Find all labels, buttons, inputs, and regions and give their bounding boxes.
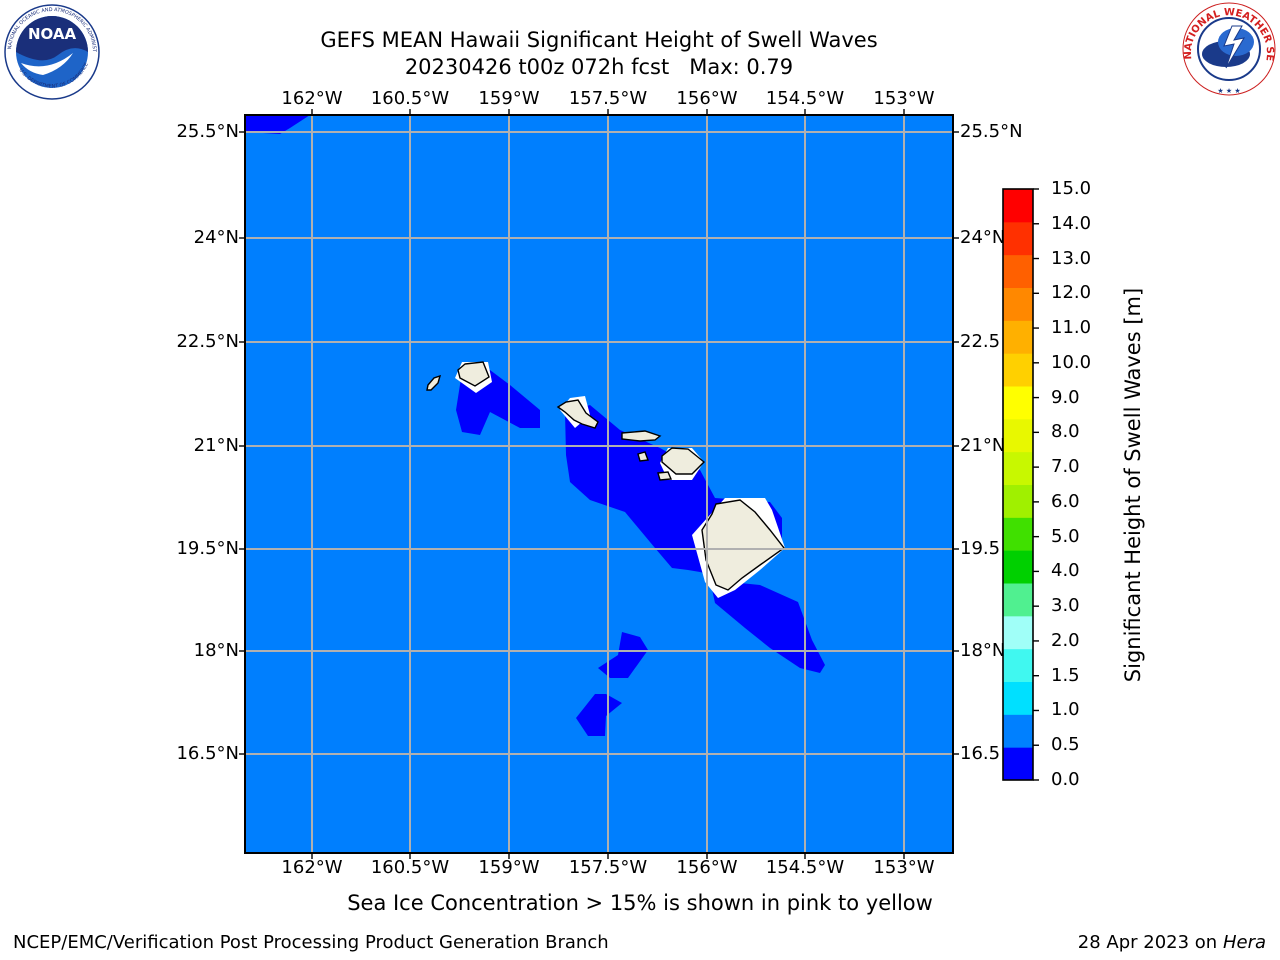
colorbar-tick-label: 1.5 bbox=[1051, 664, 1080, 686]
molokai-island bbox=[621, 430, 662, 442]
colorbar-segment bbox=[1003, 189, 1033, 223]
lon-label-top: 160.5°W bbox=[370, 88, 450, 109]
lon-label-top: 156°W bbox=[676, 88, 738, 109]
footer-date: 28 Apr 2023 on Hera bbox=[1078, 932, 1266, 954]
colorbar-segment bbox=[1003, 254, 1033, 288]
colorbar-segment bbox=[1003, 451, 1033, 485]
footer-host: Hera bbox=[1222, 932, 1266, 953]
colorbar-tick-label: 0.5 bbox=[1051, 734, 1080, 756]
maui-island bbox=[661, 447, 706, 475]
colorbar-segment bbox=[1003, 287, 1033, 321]
colorbar-segment bbox=[1003, 681, 1033, 715]
lon-label-top: 162°W bbox=[281, 88, 343, 109]
svg-text:NOAA: NOAA bbox=[28, 25, 77, 43]
lat-label-right: 19.5 bbox=[960, 538, 1001, 559]
colorbar-tick-label: 1.0 bbox=[1051, 699, 1080, 721]
colorbar-segment bbox=[1003, 353, 1033, 387]
lat-label-left: 18°N bbox=[193, 640, 239, 661]
nws-logo: NATIONAL WEATHER SERVICE ★ ★ ★ bbox=[1180, 0, 1278, 98]
lon-label-top: 159°W bbox=[478, 88, 540, 109]
chart-subtitle: 20230426 t00z 072h fcst Max: 0.79 bbox=[404, 55, 794, 79]
lat-label-left: 25.5°N bbox=[176, 121, 239, 142]
footer-credit: NCEP/EMC/Verification Post Processing Pr… bbox=[13, 932, 609, 953]
lon-label-bottom: 153°W bbox=[873, 857, 935, 878]
lat-label-right: 21°N bbox=[960, 435, 1006, 456]
colorbar-segment bbox=[1003, 583, 1033, 617]
colorbar-tick-label: 13.0 bbox=[1051, 247, 1092, 269]
colorbar-tick-label: 8.0 bbox=[1051, 421, 1080, 443]
lon-label-bottom: 159°W bbox=[478, 857, 540, 878]
colorbar-tick-label: 2.0 bbox=[1051, 629, 1080, 651]
niihau-island bbox=[426, 374, 442, 391]
sea-ice-note: Sea Ice Concentration > 15% is shown in … bbox=[347, 891, 933, 915]
oahu-island bbox=[556, 399, 599, 429]
lat-label-left: 24°N bbox=[193, 227, 239, 248]
chart-title: GEFS MEAN Hawaii Significant Height of S… bbox=[320, 28, 878, 52]
colorbar-segment bbox=[1003, 550, 1033, 584]
lat-label-left: 19.5°N bbox=[176, 538, 239, 559]
lon-label-bottom: 154.5°W bbox=[765, 857, 845, 878]
colorbar-title: Significant Height of Swell Waves [m] bbox=[1103, 190, 1163, 780]
colorbar-tick-label: 0.0 bbox=[1051, 769, 1080, 790]
colorbar-tick-label: 6.0 bbox=[1051, 490, 1080, 512]
lon-label-bottom: 156°W bbox=[676, 857, 738, 878]
lat-label-left: 22.5°N bbox=[176, 331, 239, 352]
colorbar-tick-label: 4.0 bbox=[1051, 560, 1080, 582]
lat-label-right: 22.5 bbox=[960, 331, 1001, 352]
colorbar-segment bbox=[1003, 747, 1033, 781]
colorbar-tick-label: 12.0 bbox=[1051, 282, 1092, 304]
lon-label-top: 154.5°W bbox=[765, 88, 845, 109]
kahoolawe-island bbox=[657, 471, 673, 481]
islands bbox=[426, 361, 786, 591]
colorbar-tick-label: 7.0 bbox=[1051, 456, 1080, 478]
noaa-logo: NOAA NATIONAL OCEANIC AND ATMOSPHERIC AD… bbox=[3, 3, 101, 101]
colorbar-segment bbox=[1003, 221, 1033, 256]
colorbar-tick-label: 14.0 bbox=[1051, 212, 1092, 234]
colorbar-segment bbox=[1003, 648, 1033, 682]
lat-label-right: 24°N bbox=[960, 227, 1006, 248]
lat-label-right: 18°N bbox=[960, 640, 1006, 661]
colorbar-tick-label: 9.0 bbox=[1051, 386, 1080, 408]
lon-label-bottom: 162°W bbox=[281, 857, 343, 878]
lon-label-bottom: 160.5°W bbox=[370, 857, 450, 878]
colorbar-tick-label: 5.0 bbox=[1051, 525, 1080, 547]
colorbar-segment bbox=[1003, 714, 1033, 748]
lon-label-bottom: 157.5°W bbox=[568, 857, 648, 878]
kauai-island bbox=[457, 361, 490, 387]
lon-label-top: 153°W bbox=[873, 88, 935, 109]
lon-label-top: 157.5°W bbox=[568, 88, 648, 109]
colorbar bbox=[1002, 188, 1039, 781]
lat-label-left: 16.5°N bbox=[176, 743, 239, 764]
colorbar-segment bbox=[1003, 615, 1033, 650]
map-frame bbox=[244, 114, 954, 854]
colorbar-segment bbox=[1003, 517, 1033, 551]
colorbar-tick-label: 3.0 bbox=[1051, 595, 1080, 617]
big-island bbox=[701, 499, 786, 591]
lat-label-right: 16.5 bbox=[960, 743, 1001, 764]
colorbar-tick-label: 11.0 bbox=[1051, 317, 1092, 339]
lat-label-left: 21°N bbox=[193, 435, 239, 456]
colorbar-tick-label: 10.0 bbox=[1051, 351, 1092, 373]
svg-text:★ ★ ★: ★ ★ ★ bbox=[1217, 87, 1240, 95]
colorbar-segment bbox=[1003, 418, 1033, 453]
colorbar-segment bbox=[1003, 386, 1033, 420]
lanai-island bbox=[637, 451, 649, 462]
colorbar-title-text: Significant Height of Swell Waves [m] bbox=[1121, 287, 1145, 683]
colorbar-frame bbox=[1002, 188, 1034, 781]
lat-label-right: 25.5°N bbox=[960, 121, 1023, 142]
colorbar-segment bbox=[1003, 484, 1033, 518]
footer-date-text: 28 Apr 2023 on bbox=[1077, 932, 1223, 953]
colorbar-tick-label: 15.0 bbox=[1051, 178, 1092, 199]
colorbar-segment bbox=[1003, 320, 1033, 354]
gridlines bbox=[245, 115, 953, 853]
